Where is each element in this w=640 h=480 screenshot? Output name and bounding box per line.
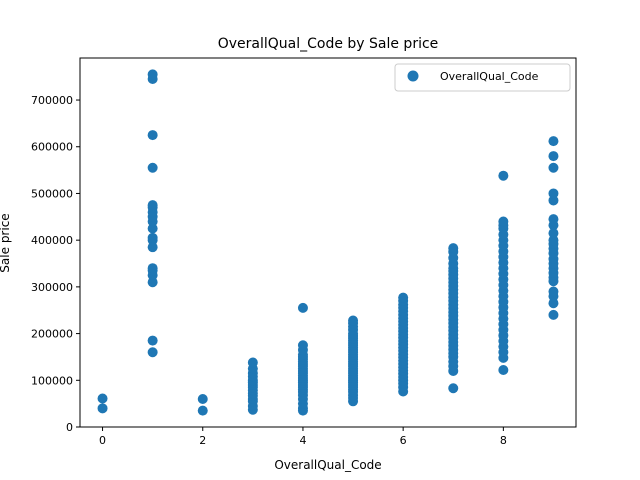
x-tick-label: 8 [500,434,507,447]
data-point [97,403,108,414]
data-point [147,223,158,234]
x-tick-label: 2 [199,434,206,447]
data-point [147,277,158,288]
data-point [548,162,559,173]
data-point [548,214,559,225]
y-axis: 0 100000 200000 300000 400000 500000 600000 700… [31,94,80,434]
y-tick-label: 700000 [31,94,73,107]
y-tick-label: 300000 [31,281,73,294]
data-point [548,235,559,246]
data-point [97,393,108,404]
legend-marker [407,70,419,82]
data-points [97,69,559,416]
x-tick-label: 0 [99,434,106,447]
x-tick-label: 6 [400,434,407,447]
legend-box [394,63,571,92]
plot-frame [79,57,577,428]
data-point [548,298,559,309]
data-point [197,393,208,404]
data-point [147,162,158,173]
legend-label: OverallQual_Code [440,70,539,83]
data-point [498,170,509,181]
data-point [147,69,158,80]
legend: OverallQual_Code [394,63,571,92]
data-point [147,335,158,346]
data-point [147,263,158,274]
data-point [147,130,158,141]
data-point [448,383,459,394]
data-point [548,309,559,320]
data-point [548,188,559,199]
chart-title: OverallQual_Code by Sale price [218,36,439,52]
data-point [498,216,509,227]
data-point [147,347,158,358]
data-point [147,200,158,211]
y-tick-label: 100000 [31,374,73,387]
data-point [548,136,559,147]
data-point [548,286,559,297]
y-tick-label: 600000 [31,141,73,154]
y-tick-label: 200000 [31,328,73,341]
data-point [498,365,509,376]
data-point [197,405,208,416]
data-point [147,232,158,243]
x-tick-label: 4 [299,434,306,447]
data-point [548,228,559,239]
y-axis-label: Sale price [0,213,12,272]
x-axis: 0 2 4 6 8 [99,427,507,447]
data-point [348,315,359,326]
data-point [398,292,409,303]
data-point [297,302,308,313]
data-point [548,151,559,162]
data-point [247,357,258,368]
data-point [548,195,559,206]
y-tick-label: 500000 [31,187,73,200]
data-point [147,242,158,253]
y-tick-label: 400000 [31,234,73,247]
x-axis-label: OverallQual_Code [274,458,381,472]
data-point [448,243,459,254]
data-point [297,340,308,351]
y-tick-label: 0 [66,421,73,434]
